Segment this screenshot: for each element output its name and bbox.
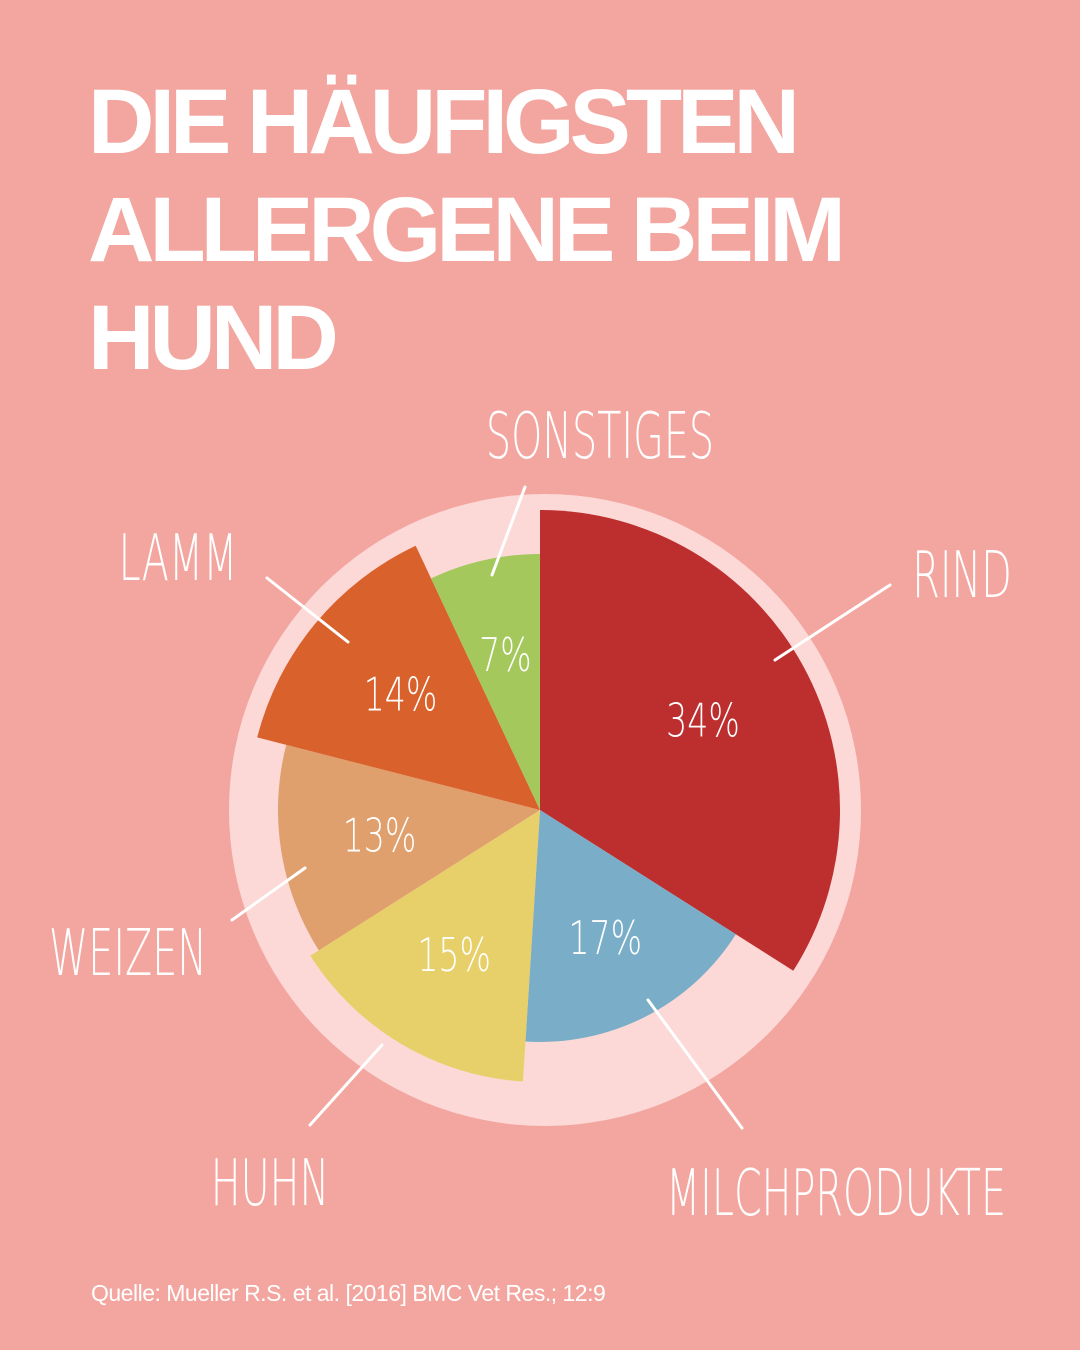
leader-line (265, 576, 350, 644)
pie-slice-lamm (257, 545, 540, 810)
slice-name-label: WEIZEN (49, 916, 207, 991)
slice-percent-label: 13% (343, 810, 417, 863)
leader-line (230, 866, 307, 922)
slice-percent-label: 7% (479, 630, 532, 683)
pie-slice-huhn (310, 810, 540, 1082)
leader-line (308, 1043, 384, 1127)
leader-line (490, 485, 527, 577)
pie-slice-sonstiges (431, 554, 540, 810)
title-line-2: ALLERGENE BEIM (88, 179, 846, 281)
pie-slice-milchprodukte (525, 810, 736, 1042)
source-citation: Quelle: Mueller R.S. et al. [2016] BMC V… (91, 1280, 606, 1306)
pie-slice-weizen (278, 744, 540, 951)
slice-name-label: MILCHPRODUKTE (666, 1156, 1006, 1231)
slice-name-label: HUHN (211, 1146, 329, 1221)
slice-percent-label: 17% (568, 913, 642, 966)
pie-slice-rind (540, 510, 841, 971)
slice-name-label: SONSTIGES (486, 399, 714, 474)
page-title: DIE HÄUFIGSTEN ALLERGENE BEIM HUND (88, 68, 846, 392)
leader-line (646, 998, 744, 1130)
leader-line (773, 583, 892, 662)
slice-name-label: LAMM (119, 521, 238, 596)
slice-name-label: RIND (912, 538, 1011, 613)
slice-percent-label: 14% (364, 669, 438, 722)
title-line-1: DIE HÄUFIGSTEN (88, 71, 800, 173)
slice-percent-label: 34% (666, 695, 740, 748)
title-line-3: HUND (88, 287, 339, 389)
slice-percent-label: 15% (417, 930, 491, 983)
